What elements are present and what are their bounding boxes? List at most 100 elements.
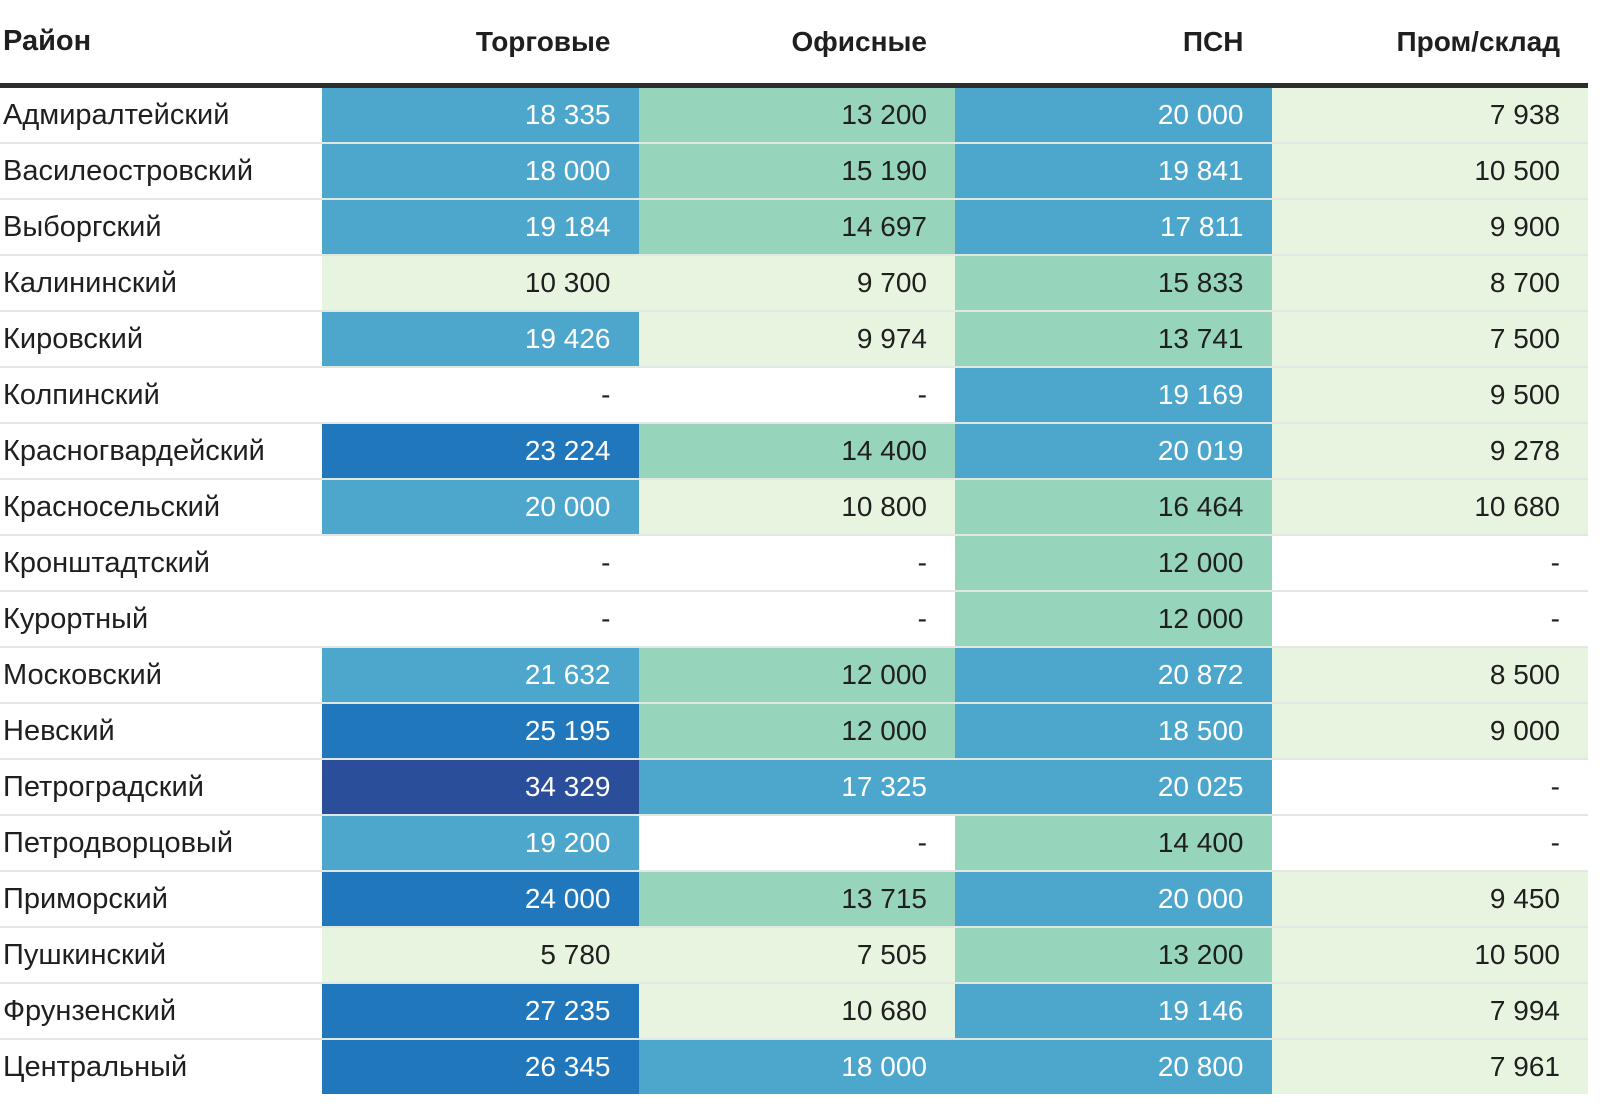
value-cell-psn: 19 169	[955, 368, 1272, 422]
value-cell-industrial: 7 938	[1271, 88, 1588, 142]
value-cell-industrial: -	[1271, 592, 1588, 646]
table-header: Район Торговые Офисные ПСН Пром/склад	[0, 0, 1588, 88]
table-row: Фрунзенский 27 235 10 680 19 146 7 994	[0, 982, 1588, 1038]
value-cell-industrial: 9 278	[1271, 424, 1588, 478]
value-cell-psn: 13 200	[955, 928, 1272, 982]
district-cell: Пушкинский	[0, 928, 322, 982]
value-cell-trade: 10 300	[322, 256, 639, 310]
table-row: Красногвардейский 23 224 14 400 20 019 9 278	[0, 422, 1588, 478]
value-cell-office: 13 715	[638, 872, 955, 926]
value-cell-trade: 34 329	[322, 760, 639, 814]
value-cell-office: 7 505	[638, 928, 955, 982]
value-cell-industrial: 9 450	[1271, 872, 1588, 926]
value-cell-psn: 20 019	[955, 424, 1272, 478]
district-cell: Кронштадтский	[0, 536, 322, 590]
value-cell-trade: 24 000	[322, 872, 639, 926]
table-row: Выборгский 19 184 14 697 17 811 9 900	[0, 198, 1588, 254]
table-row: Кировский 19 426 9 974 13 741 7 500	[0, 310, 1588, 366]
value-cell-psn: 20 000	[955, 88, 1272, 142]
value-cell-office: -	[638, 816, 955, 870]
value-cell-trade: 5 780	[322, 928, 639, 982]
district-cell: Невский	[0, 704, 322, 758]
value-cell-trade: 21 632	[322, 648, 639, 702]
value-cell-industrial: 9 000	[1271, 704, 1588, 758]
value-cell-trade: -	[322, 368, 639, 422]
value-cell-industrial: 7 961	[1271, 1040, 1588, 1094]
table-row: Кронштадтский - -12 000-	[0, 534, 1588, 590]
value-cell-industrial: 10 680	[1271, 480, 1588, 534]
value-cell-psn: 19 841	[955, 144, 1272, 198]
value-cell-office: -	[638, 368, 955, 422]
value-cell-psn: 17 811	[955, 200, 1272, 254]
table-row: Курортный - -12 000-	[0, 590, 1588, 646]
district-cell: Петродворцовый	[0, 816, 322, 870]
value-cell-office: 10 800	[638, 480, 955, 534]
table-row: Петроградский 34 329 17 325 20 025-	[0, 758, 1588, 814]
table-row: Адмиралтейский 18 335 13 200 20 000 7 938	[0, 88, 1588, 142]
column-header-district: Район	[0, 25, 322, 58]
district-cell: Красносельский	[0, 480, 322, 534]
value-cell-trade: 19 200	[322, 816, 639, 870]
value-cell-trade: 19 426	[322, 312, 639, 366]
value-cell-office: 14 400	[638, 424, 955, 478]
table-row: Приморский 24 000 13 715 20 000 9 450	[0, 870, 1588, 926]
table-row: Калининский 10 300 9 700 15 833 8 700	[0, 254, 1588, 310]
value-cell-office: 9 974	[638, 312, 955, 366]
value-cell-psn: 20 800	[955, 1040, 1272, 1094]
value-cell-industrial: 7 500	[1271, 312, 1588, 366]
value-cell-industrial: 8 700	[1271, 256, 1588, 310]
value-cell-psn: 19 146	[955, 984, 1272, 1038]
value-cell-office: 10 680	[638, 984, 955, 1038]
district-cell: Фрунзенский	[0, 984, 322, 1038]
value-cell-psn: 20 000	[955, 872, 1272, 926]
value-cell-office: 15 190	[638, 144, 955, 198]
value-cell-office: -	[638, 536, 955, 590]
value-cell-trade: 19 184	[322, 200, 639, 254]
table-row: Невский 25 195 12 000 18 500 9 000	[0, 702, 1588, 758]
table-row: Василеостровский 18 000 15 190 19 841 10 500	[0, 142, 1588, 198]
value-cell-office: 18 000	[638, 1040, 955, 1094]
value-cell-industrial: -	[1271, 536, 1588, 590]
value-cell-industrial: 9 500	[1271, 368, 1588, 422]
district-cell: Колпинский	[0, 368, 322, 422]
value-cell-office: 12 000	[638, 648, 955, 702]
value-cell-office: -	[638, 592, 955, 646]
value-cell-industrial: -	[1271, 760, 1588, 814]
value-cell-trade: 25 195	[322, 704, 639, 758]
district-cell: Приморский	[0, 872, 322, 926]
value-cell-psn: 20 872	[955, 648, 1272, 702]
table-row: Колпинский - -19 169 9 500	[0, 366, 1588, 422]
value-cell-psn: 13 741	[955, 312, 1272, 366]
value-cell-industrial: -	[1271, 816, 1588, 870]
table-row: Пушкинский 5 780 7 505 13 200 10 500	[0, 926, 1588, 982]
value-cell-office: 14 697	[638, 200, 955, 254]
value-cell-psn: 16 464	[955, 480, 1272, 534]
table-row: Московский 21 632 12 000 20 872 8 500	[0, 646, 1588, 702]
value-cell-trade: 26 345	[322, 1040, 639, 1094]
value-cell-trade: 18 335	[322, 88, 639, 142]
value-cell-industrial: 10 500	[1271, 144, 1588, 198]
column-header-psn: ПСН	[1182, 25, 1244, 57]
value-cell-trade: 18 000	[322, 144, 639, 198]
value-cell-trade: 27 235	[322, 984, 639, 1038]
column-header-office: Офисные	[791, 25, 927, 57]
value-cell-psn: 12 000	[955, 536, 1272, 590]
table-body: Адмиралтейский 18 335 13 200 20 000 7 938 Вас…	[0, 88, 1588, 1094]
district-cell: Выборгский	[0, 200, 322, 254]
table-row: Красносельский 20 000 10 800 16 464 10 680	[0, 478, 1588, 534]
district-cell: Курортный	[0, 592, 322, 646]
value-cell-office: 17 325	[638, 760, 955, 814]
value-cell-psn: 15 833	[955, 256, 1272, 310]
value-cell-industrial: 9 900	[1271, 200, 1588, 254]
value-cell-office: 13 200	[638, 88, 955, 142]
value-cell-trade: 20 000	[322, 480, 639, 534]
value-cell-office: 12 000	[638, 704, 955, 758]
district-cell: Московский	[0, 648, 322, 702]
table-row: Центральный 26 345 18 000 20 800 7 961	[0, 1038, 1588, 1094]
column-header-trade: Торговые	[475, 25, 611, 57]
value-cell-office: 9 700	[638, 256, 955, 310]
district-cell: Петроградский	[0, 760, 322, 814]
value-cell-industrial: 8 500	[1271, 648, 1588, 702]
district-rates-heatmap-table: Район Торговые Офисные ПСН Пром/склад Ад…	[0, 0, 1588, 1094]
value-cell-industrial: 10 500	[1271, 928, 1588, 982]
